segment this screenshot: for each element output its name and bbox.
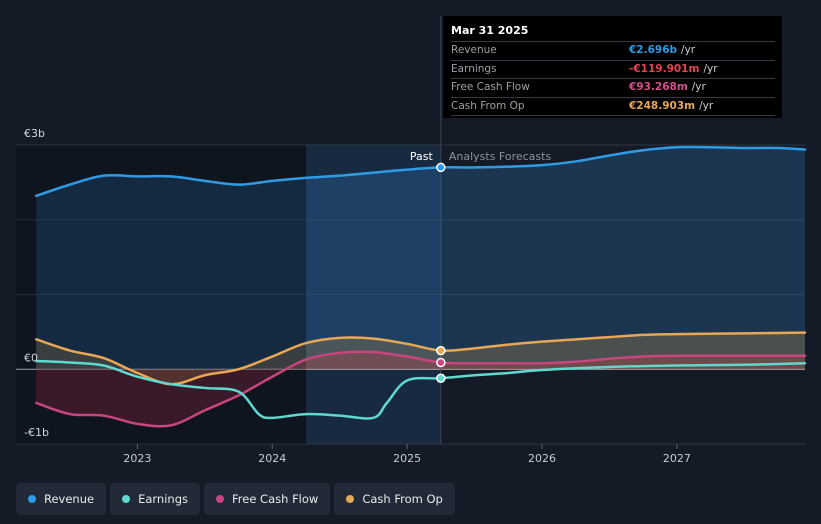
revenue-line — [34, 145, 807, 198]
legend-item-earnings[interactable]: Earnings — [110, 483, 200, 515]
tooltip-unit: /yr — [681, 44, 696, 56]
x-tick-label: 2027 — [663, 452, 691, 465]
revenue-area — [36, 146, 806, 370]
earnings-line — [34, 359, 807, 420]
tooltip-label: Revenue — [451, 44, 497, 56]
free-cash-flow-line — [34, 350, 807, 428]
legend-dot-icon — [122, 495, 131, 503]
tooltip-value: €2.696b — [629, 44, 678, 56]
tooltip-date: Mar 31 2025 — [451, 24, 529, 37]
x-tick-label: 2026 — [528, 452, 556, 465]
tooltip-label: Free Cash Flow — [451, 81, 530, 93]
tooltip-value: -€119.901m — [629, 62, 700, 75]
tooltip-label: Cash From Op — [451, 99, 525, 112]
legend-label: Revenue — [44, 492, 95, 506]
legend-dot-icon — [28, 495, 36, 503]
x-tick-label: 2023 — [123, 452, 151, 465]
y-tick-label: €3b — [24, 127, 45, 140]
tooltip-value: €93.268m — [629, 81, 688, 93]
legend-dot-icon — [346, 495, 355, 503]
legend-label: Cash From Op — [362, 492, 443, 506]
free-cash-flow-point — [436, 357, 446, 368]
legend-label: Free Cash Flow — [232, 492, 319, 506]
tooltip-label: Earnings — [451, 62, 497, 75]
tooltip-row-revenue: Revenue €2.696b /yr — [451, 41, 775, 60]
tooltip-row-cash-from-op: Cash From Op €248.903m /yr — [451, 96, 775, 116]
legend-label: Earnings — [138, 492, 188, 506]
past-label: Past — [410, 150, 434, 163]
earnings-point — [436, 373, 446, 383]
legend-item-cash-from-op[interactable]: Cash From Op — [334, 483, 455, 515]
tooltip-row-earnings: Earnings -€119.901m /yr — [451, 59, 775, 79]
legend-item-revenue[interactable]: Revenue — [16, 483, 107, 515]
revenue-point — [436, 162, 446, 173]
legend-item-free-cash-flow[interactable]: Free Cash Flow — [204, 483, 331, 515]
y-tick-label: €0 — [24, 351, 38, 364]
x-tick-label: 2024 — [258, 452, 286, 465]
legend: Revenue Earnings Free Cash Flow Cash Fro… — [16, 483, 455, 515]
tooltip-unit: /yr — [703, 62, 718, 75]
tooltip-value: €248.903m — [629, 99, 696, 112]
tooltip-unit: /yr — [691, 81, 706, 93]
legend-dot-icon — [216, 495, 224, 503]
tooltip-unit: /yr — [699, 99, 714, 112]
cash-from-op-point — [436, 345, 446, 356]
forecast-label: Analysts Forecasts — [449, 150, 552, 163]
y-tick-label: -€1b — [24, 426, 49, 439]
tooltip-row-free-cash-flow: Free Cash Flow €93.268m /yr — [451, 78, 775, 97]
tooltip: Mar 31 2025 Revenue €2.696b /yr Earnings… — [443, 16, 782, 118]
x-tick-label: 2025 — [393, 452, 421, 465]
past-shade — [16, 145, 306, 444]
